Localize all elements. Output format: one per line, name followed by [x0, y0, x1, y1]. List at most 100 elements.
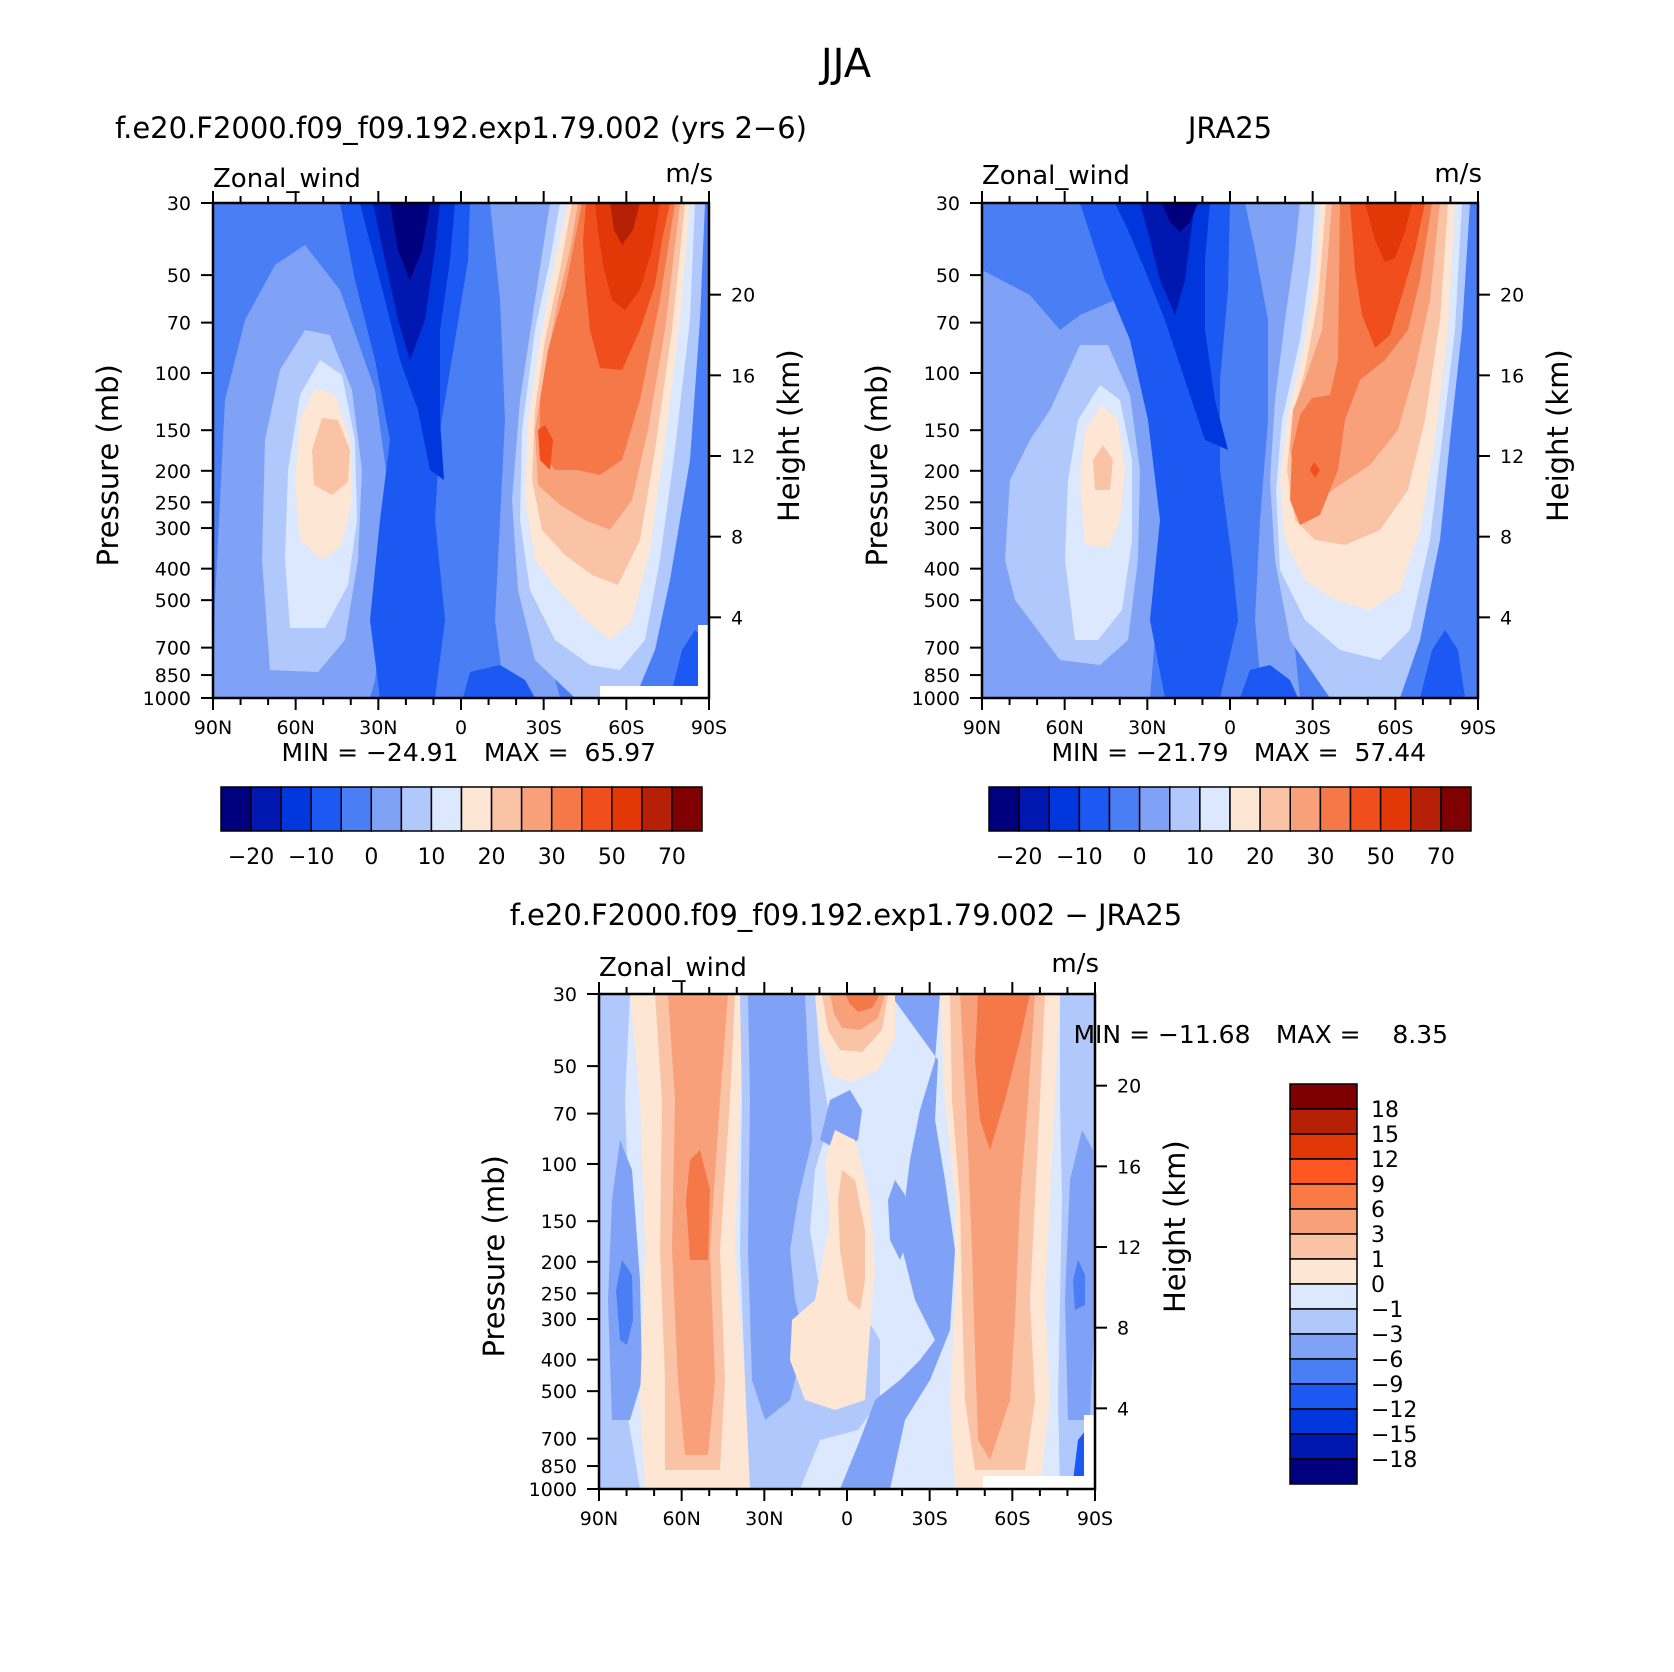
x-tick-label: 30N — [359, 717, 397, 739]
panel-model-right-string: m/s — [665, 159, 713, 189]
y-right-axis-label: Height (km) — [772, 349, 806, 522]
colorbar-swatch — [1289, 1408, 1358, 1435]
colorbar-swatch — [1018, 786, 1050, 832]
x-tick-label: 30S — [1295, 717, 1331, 739]
y-tick-label: 850 — [924, 665, 960, 687]
colorbar-label: −6 — [1371, 1348, 1403, 1373]
colorbar-swatch — [1379, 786, 1412, 832]
contour-fill — [748, 994, 812, 1420]
colorbar-label: 12 — [1371, 1148, 1399, 1173]
colorbar-swatch — [1289, 1108, 1358, 1135]
colorbar-swatch — [1319, 786, 1352, 832]
contour-fill — [1310, 462, 1320, 478]
contour-fill — [1350, 203, 1425, 348]
y-tick-label: 500 — [924, 590, 960, 612]
colorbar-label: 30 — [1306, 845, 1334, 870]
panel-diff-title: f.e20.F2000.f09_f09.192.exp1.79.002 − JR… — [510, 898, 1183, 932]
y-right-tick-label: 16 — [1500, 365, 1524, 387]
y-tick-label: 1000 — [143, 688, 191, 710]
colorbar-swatch — [1078, 786, 1111, 832]
colorbar-swatch — [1289, 1133, 1358, 1160]
colorbar-swatch — [1229, 786, 1261, 832]
colorbar-label: 18 — [1371, 1098, 1399, 1123]
colorbar-label: 10 — [417, 845, 445, 870]
panel-diff-max-label: MAX = 8.35 — [1276, 1020, 1448, 1049]
x-tick-label: 60N — [1045, 717, 1083, 739]
y-right-tick-label: 16 — [1117, 1156, 1141, 1178]
panel-obs: JRA25 Zonal_wind m/s 90 — [860, 111, 1575, 870]
y-tick-label: 1000 — [912, 688, 960, 710]
colorbar-label: 50 — [1367, 845, 1395, 870]
panel-obs-contours — [982, 203, 1478, 698]
colorbar-swatch — [310, 786, 342, 832]
y-right-tick-label: 8 — [1117, 1318, 1129, 1340]
x-tick-label: 60S — [608, 717, 644, 739]
colorbar-swatch — [641, 786, 673, 832]
colorbar-swatch — [370, 786, 403, 832]
y-tick-label: 100 — [924, 363, 960, 385]
colorbar-label: −1 — [1371, 1298, 1403, 1323]
missing-data — [1084, 1415, 1095, 1489]
colorbar-label: 10 — [1186, 845, 1214, 870]
colorbar-swatch — [1138, 786, 1171, 832]
y-tick-label: 850 — [155, 665, 191, 687]
x-tick-label: 30S — [912, 1508, 948, 1530]
contour-fill — [312, 418, 350, 495]
y-axis-label: Pressure (mb) — [860, 364, 894, 566]
x-tick-label: 0 — [1224, 717, 1236, 739]
colorbar-label: −10 — [288, 845, 334, 870]
colorbar-swatch — [460, 786, 493, 832]
y-tick-label: 150 — [541, 1211, 577, 1233]
contour-fill — [1240, 665, 1298, 698]
colorbar-swatch — [1289, 1308, 1358, 1335]
panel-model-min-label: MIN = −24.91 — [281, 738, 458, 767]
x-tick-label: 60S — [1377, 717, 1413, 739]
x-tick-label: 30N — [745, 1508, 783, 1530]
y-tick-label: 1000 — [529, 1479, 577, 1501]
y-tick-label: 200 — [155, 461, 191, 483]
y-tick-label: 250 — [924, 492, 960, 514]
missing-data — [983, 1476, 1095, 1489]
colorbar-label: 3 — [1371, 1223, 1385, 1248]
colorbar-label: −3 — [1371, 1323, 1403, 1348]
contour-fill — [838, 1170, 865, 1310]
panel-model-title: f.e20.F2000.f09_f09.192.exp1.79.002 (yrs… — [115, 111, 807, 145]
colorbar-swatch — [611, 786, 643, 832]
y-axis-label: Pressure (mb) — [91, 364, 125, 566]
contour-fill — [1115, 203, 1228, 450]
x-tick-label: 0 — [455, 717, 467, 739]
colorbar-swatch — [220, 786, 252, 832]
panel-diff-min-label: MIN = −11.68 — [1073, 1020, 1250, 1049]
contour-fill — [1073, 1260, 1085, 1310]
panel-obs-left-string: Zonal_wind — [982, 161, 1130, 191]
panel-obs-axes: 90N 60N 30N 0 30S 60S 90S 30 50 70 100 150 200 250 300… — [860, 191, 1575, 739]
panel-model-axes: 90N 60N 30N 0 30S 60S 90S 30 50 70 100 150 200 250 300… — [91, 191, 806, 739]
y-tick-label: 50 — [553, 1056, 577, 1078]
y-tick-label: 250 — [155, 492, 191, 514]
colorbar-swatch — [340, 786, 373, 832]
colorbar-swatch — [430, 786, 463, 832]
panel-model-colorbar: −20 −10 0 10 20 30 50 70 — [220, 786, 703, 870]
y-tick-label: 400 — [541, 1350, 577, 1372]
y-right-axis-label: Height (km) — [1541, 349, 1575, 522]
colorbar-label: 0 — [1133, 845, 1147, 870]
colorbar-label: 0 — [364, 845, 378, 870]
panel-obs-colorbar: −20 −10 0 10 20 30 50 70 — [988, 786, 1472, 870]
y-right-tick-label: 8 — [1500, 527, 1512, 549]
colorbar-label: 15 — [1371, 1123, 1399, 1148]
y-tick-label: 50 — [936, 265, 960, 287]
colorbar-label: 0 — [1371, 1273, 1385, 1298]
contour-fill — [1162, 203, 1198, 232]
colorbar-swatch — [250, 786, 282, 832]
y-right-tick-label: 4 — [1117, 1398, 1129, 1420]
contour-fill — [888, 1180, 908, 1260]
y-tick-label: 30 — [936, 193, 960, 215]
colorbar-label: 20 — [478, 845, 506, 870]
panel-model-max-label: MAX = 65.97 — [484, 738, 656, 767]
panel-diff-axes: 90N 60N 30N 0 30S 60S 90S 30 50 70 100 150 200 250 300… — [477, 982, 1192, 1530]
y-tick-label: 200 — [924, 461, 960, 483]
colorbar-swatch — [1289, 1358, 1358, 1385]
contour-fill — [616, 1260, 633, 1345]
y-tick-label: 250 — [541, 1283, 577, 1305]
colorbar-swatch — [1289, 1208, 1358, 1235]
